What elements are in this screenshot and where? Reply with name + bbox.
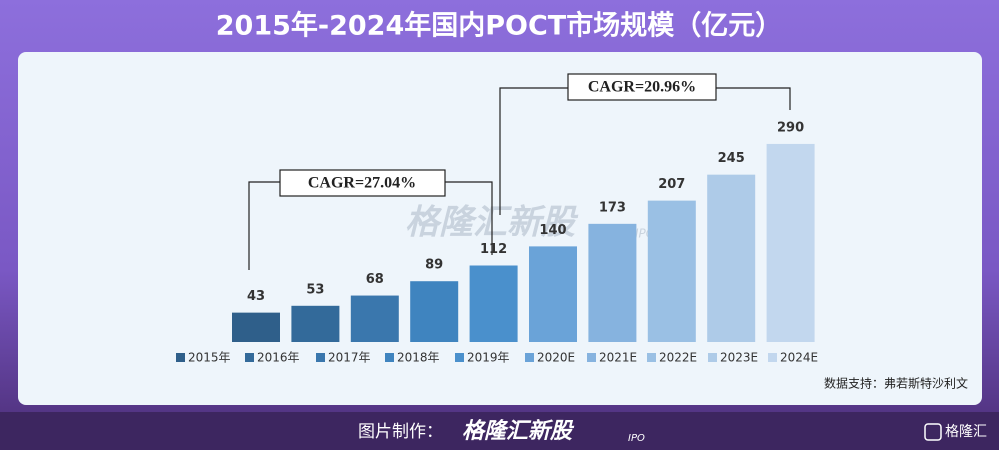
legend-swatch [768,353,777,362]
legend-swatch [525,353,534,362]
bar [647,200,696,342]
footer-brand-sub: IPO [628,433,645,444]
legend-label: 2015年 [188,351,231,365]
legend-label: 2021E [599,351,637,365]
legend-swatch [176,353,185,362]
footer-label: 图片制作： [358,422,443,442]
bar [232,312,280,342]
legend-swatch [647,353,656,362]
value-label: 89 [425,258,443,273]
legend-label: 2019年 [467,351,510,365]
legend-label: 2020E [537,351,575,365]
legend-label: 2022E [659,351,697,365]
bar [469,265,518,342]
bar [410,281,459,342]
annotation: CAGR=20.96% [588,79,696,96]
value-label: 173 [599,200,626,215]
bar [766,143,815,342]
annotation-box [567,73,717,101]
value-label: 53 [306,282,324,297]
source: 数据支持：弗若斯特沙利文 [824,376,968,391]
legend-label: 2024E [780,351,818,365]
legend-swatch [708,353,717,362]
value-label: 290 [777,120,804,135]
legend-label: 2023E [720,351,758,365]
annotation: CAGR=27.04% [308,175,416,192]
legend-swatch [385,353,394,362]
value-label: 112 [480,242,507,257]
bar [350,295,399,342]
bar [588,223,637,342]
bar [707,174,756,342]
bracket [499,87,568,215]
legend-label: 2018年 [397,351,440,365]
legend-swatch [316,353,325,362]
title: 2015年-2024年国内POCT市场规模（亿元） [216,10,782,42]
legend-swatch [455,353,464,362]
footer-bar [0,412,999,450]
value-label: 245 [718,151,745,166]
legend-label: 2016年 [257,351,300,365]
bracket [248,181,280,270]
footer-brand: 格隆汇新股 [462,418,575,444]
annotation-box [279,169,446,197]
logo: 格隆汇 [945,424,987,440]
logo-icon [924,423,942,441]
legend-swatch [587,353,596,362]
bar [291,305,340,342]
bar [529,246,577,342]
value-label: 207 [658,177,685,192]
bracket [716,87,791,110]
legend-label: 2017年 [328,351,371,365]
legend-swatch [245,353,254,362]
value-label: 43 [247,289,265,304]
bracket [445,181,493,255]
value-label: 140 [539,223,566,238]
value-label: 68 [366,272,384,287]
